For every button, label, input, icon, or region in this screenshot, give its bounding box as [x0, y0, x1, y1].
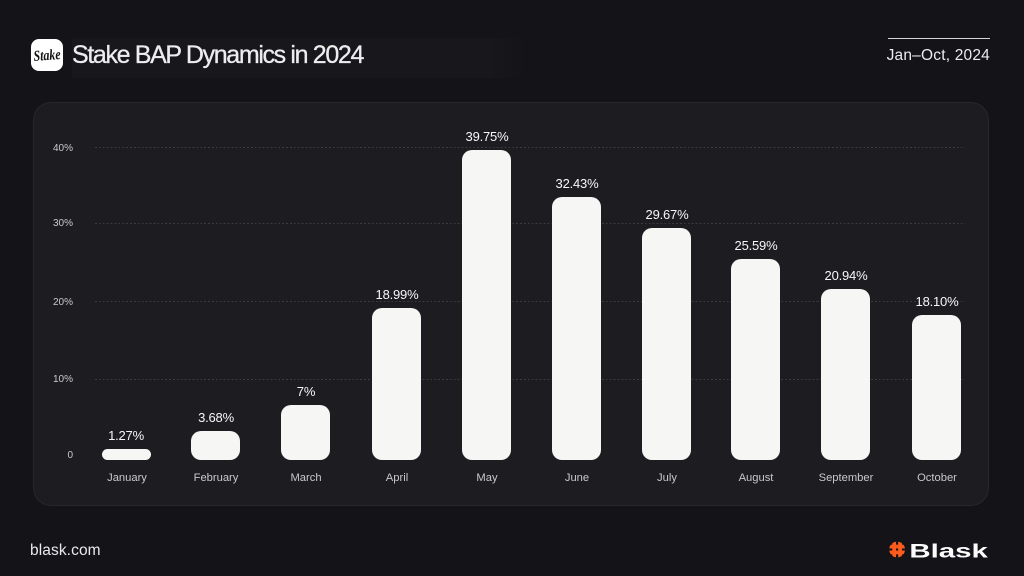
svg-text:Stake: Stake — [33, 47, 61, 65]
svg-text:Blask: Blask — [909, 541, 988, 562]
